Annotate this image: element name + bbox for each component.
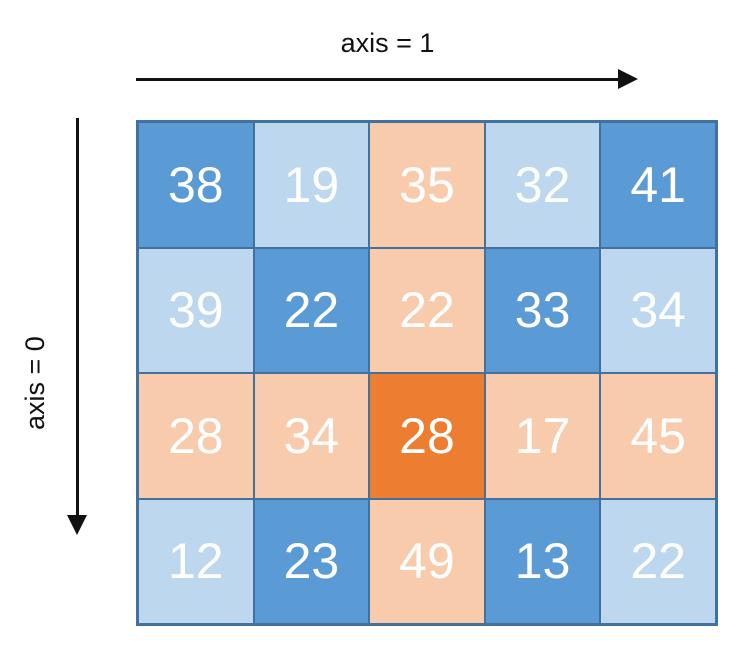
axis-1-arrow-head-icon (618, 69, 638, 89)
axis-0-arrow-head-icon (67, 515, 87, 535)
grid-cell-r1-c4: 34 (600, 247, 716, 373)
grid-cell-r3-c1: 23 (253, 498, 370, 624)
grid-cell-r2-c4: 45 (600, 373, 716, 499)
axis-1-arrow-line (136, 78, 622, 81)
grid-cell-r3-c2: 49 (369, 498, 485, 624)
grid-cell-r3-c3: 13 (484, 498, 601, 624)
grid-cell-r2-c2: 28 (369, 373, 485, 499)
grid-cell-r2-c3: 17 (484, 373, 601, 499)
grid-cell-r0-c3: 32 (484, 122, 601, 248)
grid-cell-r3-c0: 12 (138, 498, 254, 624)
grid-cell-r0-c1: 19 (253, 122, 370, 248)
axis-0-arrow-line (76, 118, 79, 516)
grid-cell-r2-c0: 28 (138, 373, 254, 499)
grid-cell-r0-c0: 38 (138, 122, 254, 248)
grid-cell-r0-c2: 35 (369, 122, 485, 248)
grid-cell-r2-c1: 34 (253, 373, 370, 499)
grid-cell-r1-c1: 22 (253, 247, 370, 373)
axis-0-label: axis = 0 (20, 336, 50, 430)
axis-1-label: axis = 1 (340, 28, 435, 58)
grid-cell-r1-c0: 39 (138, 247, 254, 373)
grid-cell-r3-c4: 22 (600, 498, 716, 624)
grid-cell-r0-c4: 41 (600, 122, 716, 248)
grid-cell-r1-c2: 22 (369, 247, 485, 373)
grid-cell-r1-c3: 33 (484, 247, 601, 373)
value-grid: 38 19 35 32 41 39 22 22 33 34 28 34 28 17 45 12 23 49 13 22 (136, 120, 718, 626)
